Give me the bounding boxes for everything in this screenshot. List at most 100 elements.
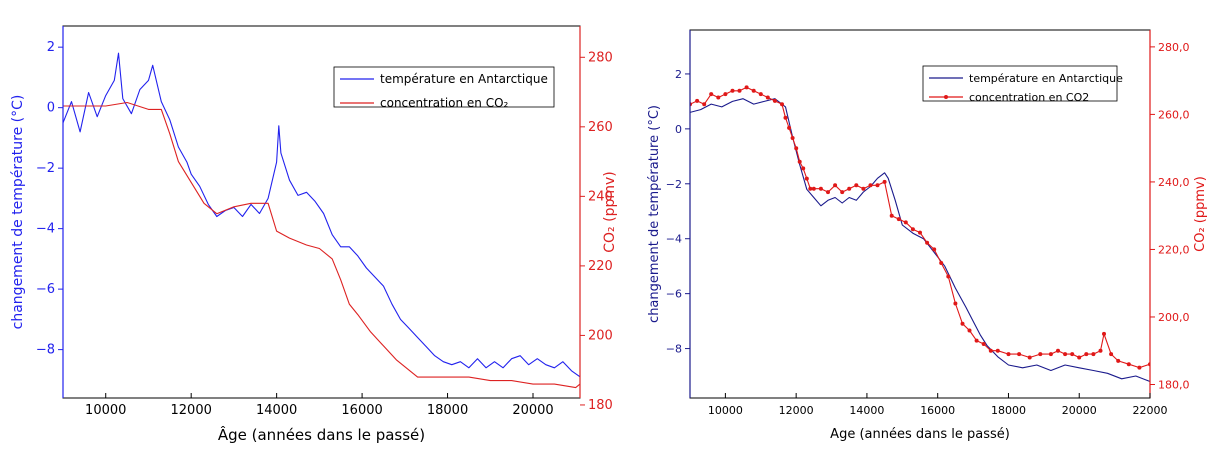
y-left-tick-label: −6 xyxy=(666,288,682,301)
co2-data-point xyxy=(1048,352,1053,357)
x-tick-label: 14000 xyxy=(256,403,297,418)
x-tick-label: 18000 xyxy=(427,403,468,418)
y-right-axis-label: CO₂ (ppmv) xyxy=(1193,176,1208,252)
y-right-tick-label: 180 xyxy=(588,398,613,413)
y-left-tick-label: 0 xyxy=(675,123,682,136)
co2-data-point xyxy=(988,348,993,353)
co2-data-point xyxy=(772,98,777,103)
y-right-axis-label: CO₂ (ppmv) xyxy=(602,171,618,252)
y-left-tick-label: −2 xyxy=(36,161,55,176)
co2-data-point xyxy=(787,125,792,130)
co2-data-point xyxy=(918,230,922,235)
co2-data-point xyxy=(758,92,763,97)
y-right-tick-label: 180,0 xyxy=(1158,378,1190,391)
co2-data-point xyxy=(896,217,901,222)
y-right-tick-label: 220,0 xyxy=(1158,243,1190,256)
co2-data-point xyxy=(702,102,707,107)
series-group xyxy=(690,85,1150,383)
co2-data-point xyxy=(1006,352,1011,357)
y-right-tick-label: 200 xyxy=(588,328,613,343)
co2-data-point xyxy=(1070,352,1075,357)
x-tick-label: 18000 xyxy=(991,404,1026,417)
co2-data-point xyxy=(960,321,965,326)
x-axis-label: Âge (années dans le passé) xyxy=(218,425,425,444)
co2-data-point xyxy=(744,85,749,90)
co2-data-point xyxy=(818,186,823,191)
y-left-tick-label: −4 xyxy=(666,233,682,246)
co2-data-point xyxy=(840,190,845,195)
series-line-co2 xyxy=(63,101,580,389)
co2-data-point xyxy=(730,88,735,93)
co2-data-point xyxy=(875,183,880,188)
co2-data-point xyxy=(847,186,852,191)
co2-data-point xyxy=(1116,358,1121,363)
x-axis-label: Age (années dans le passé) xyxy=(830,427,1010,442)
y-left-tick-label: −8 xyxy=(36,343,55,358)
co2-data-point xyxy=(903,220,908,225)
legend: température en Antarctique concentration … xyxy=(333,66,555,110)
y-right-tick-label: 200,0 xyxy=(1158,311,1190,324)
co2-data-point xyxy=(723,92,728,97)
co2-data-point xyxy=(1017,352,1022,357)
y-left-tick-label: 2 xyxy=(675,68,682,81)
y-left-tick-label: −2 xyxy=(666,178,682,191)
y-left-axis-label: changement de température (°C) xyxy=(647,105,662,323)
co2-data-point xyxy=(801,166,806,171)
legend-label-co2: concentration en CO₂ xyxy=(380,96,509,110)
co2-data-point xyxy=(695,98,700,103)
series-line-temperature xyxy=(63,52,580,378)
co2-data-point xyxy=(1056,348,1060,353)
co2-data-point xyxy=(1027,355,1032,360)
y-right-tick-label: 240 xyxy=(588,189,613,204)
x-tick-label: 16000 xyxy=(341,403,382,418)
co2-data-point xyxy=(854,183,859,188)
co2-data-point xyxy=(1098,348,1103,353)
y-right-tick-label: 260,0 xyxy=(1158,108,1190,121)
legend-label-temperature: température en Antarctique xyxy=(969,72,1123,85)
y-left-tick-label: −6 xyxy=(36,282,55,297)
co2-data-point xyxy=(932,247,937,252)
co2-data-point xyxy=(804,176,809,181)
co2-data-point xyxy=(765,95,770,100)
co2-data-point xyxy=(826,190,830,195)
y-right-tick-label: 260 xyxy=(588,120,613,135)
co2-data-point xyxy=(995,348,1000,353)
co2-data-point xyxy=(751,88,756,93)
y-right-tick-label: 220 xyxy=(588,259,613,274)
co2-data-point xyxy=(882,179,887,184)
right-chart: 10000 12000 14000 16000 18000 20000 22000 2 0 −2 −… xyxy=(628,0,1222,456)
co2-data-point xyxy=(780,102,784,107)
series-line-temperature xyxy=(690,98,1150,383)
co2-data-point xyxy=(910,227,915,232)
co2-data-point xyxy=(1091,352,1096,357)
co2-data-point xyxy=(716,95,721,100)
y-left-tick-label: 0 xyxy=(47,101,55,116)
y-left-tick-label: −8 xyxy=(666,343,682,356)
co2-data-point xyxy=(1084,352,1089,357)
x-tick-label: 20000 xyxy=(1062,404,1097,417)
left-chart-svg: 10000 12000 14000 16000 18000 20000 2 0 −2 −4 −6 −8… xyxy=(10,25,618,444)
co2-data-point xyxy=(1109,352,1114,357)
x-tick-label: 10000 xyxy=(708,404,743,417)
co2-data-point xyxy=(797,159,802,164)
co2-data-point xyxy=(709,92,714,97)
co2-data-point xyxy=(981,342,986,346)
series-group xyxy=(63,52,580,389)
legend-box xyxy=(922,65,1118,102)
co2-data-point xyxy=(1038,352,1043,357)
x-tick-label: 20000 xyxy=(512,403,553,418)
co2-data-point xyxy=(946,274,951,279)
co2-data-point xyxy=(939,261,944,265)
x-tick-label: 14000 xyxy=(849,404,884,417)
co2-data-point xyxy=(967,328,972,333)
co2-data-point xyxy=(861,186,866,191)
co2-data-point xyxy=(783,115,788,120)
legend-marker-co2 xyxy=(944,95,948,99)
co2-data-point xyxy=(953,301,958,306)
co2-data-point xyxy=(794,146,799,151)
x-tick-label: 10000 xyxy=(85,403,126,418)
y-left-axis-label: changement de température (°C) xyxy=(10,95,26,330)
y-right-tick-label: 280,0 xyxy=(1158,41,1190,54)
legend-box xyxy=(333,66,555,108)
x-tick-label: 12000 xyxy=(779,404,814,417)
